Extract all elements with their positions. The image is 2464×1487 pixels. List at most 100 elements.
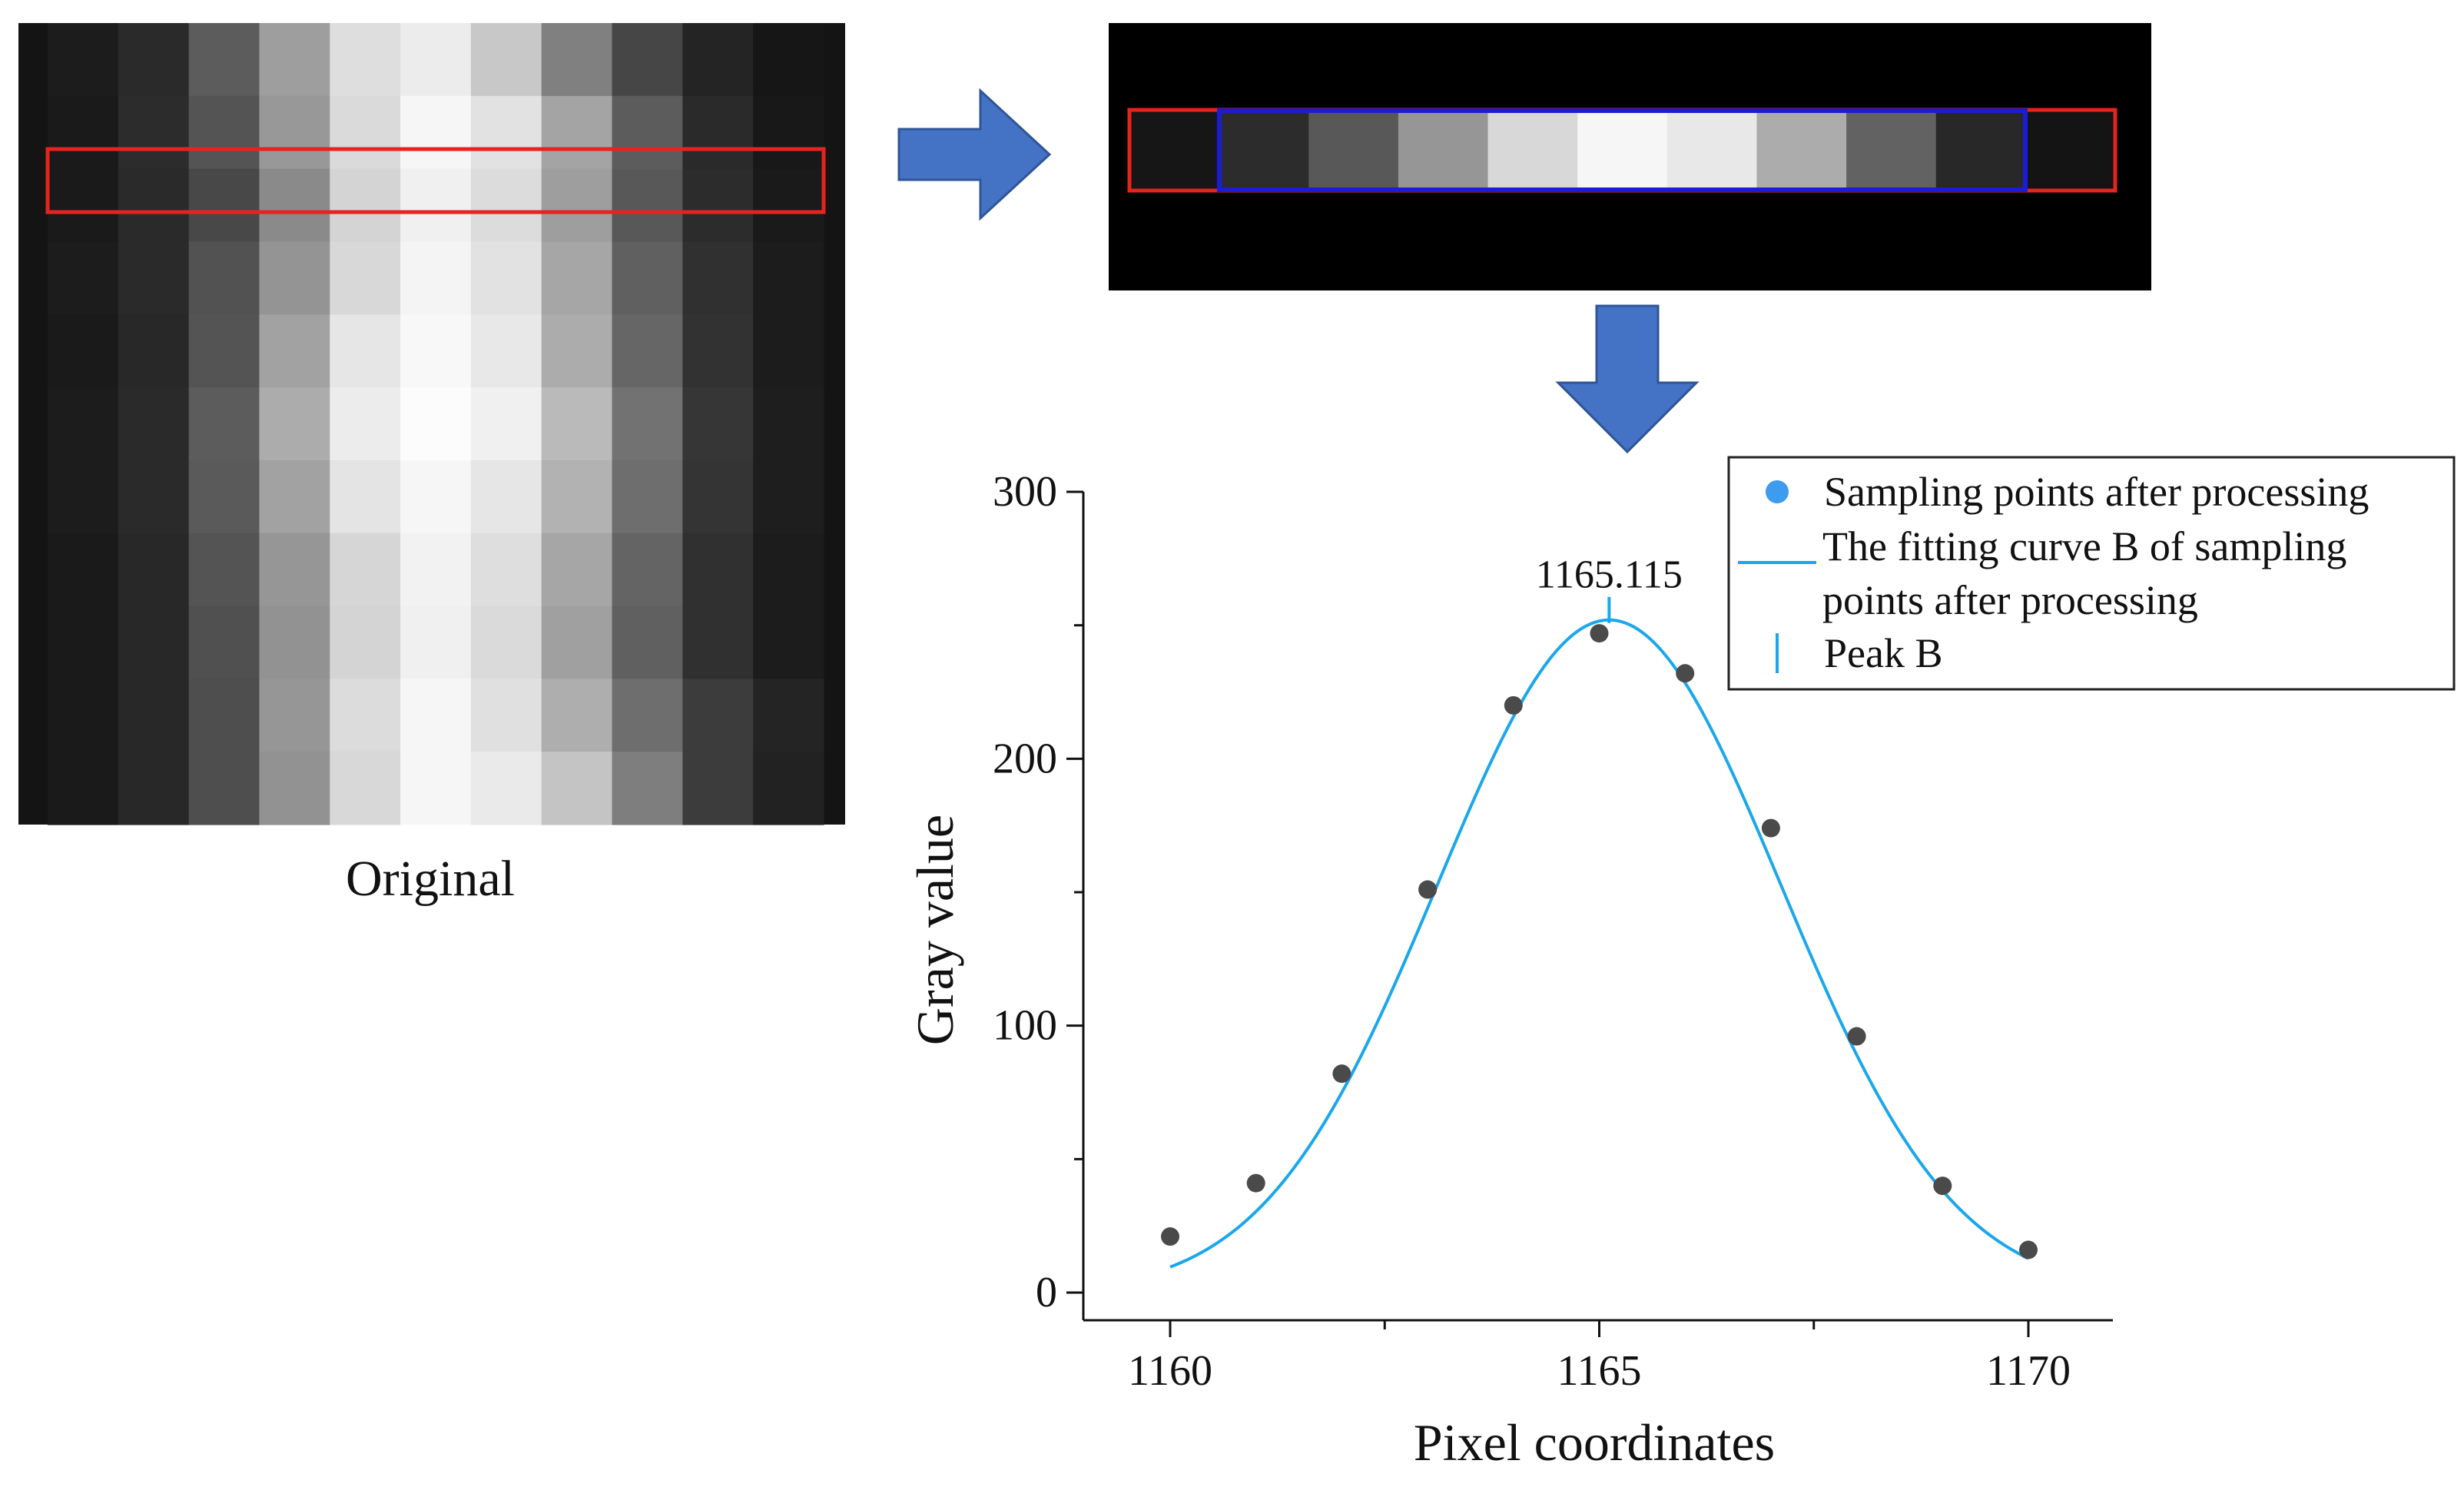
sampling-points xyxy=(1161,624,2038,1260)
original-pixel xyxy=(612,241,683,315)
strip-processed-region-outline xyxy=(1217,108,2028,192)
original-pixel xyxy=(48,314,119,388)
original-pixel xyxy=(400,533,472,607)
original-pixel xyxy=(188,752,260,825)
original-pixel xyxy=(470,314,542,388)
x-tick-label: 1165 xyxy=(1557,1347,1642,1395)
original-pixel xyxy=(400,168,472,243)
original-pixel xyxy=(330,168,401,243)
original-pixel xyxy=(470,95,542,170)
original-pixel xyxy=(188,387,260,461)
original-pixel xyxy=(118,679,190,752)
original-pixel xyxy=(541,533,613,607)
original-pixel xyxy=(118,23,190,97)
original-pixel xyxy=(470,460,542,534)
original-pixel xyxy=(188,679,260,752)
original-pixel xyxy=(48,95,119,170)
original-pixel xyxy=(753,387,824,461)
sampling-point xyxy=(1332,1064,1351,1084)
original-pixel xyxy=(682,387,754,461)
original-pixel xyxy=(48,752,119,825)
original-pixel xyxy=(541,606,613,679)
original-pixel xyxy=(48,679,119,752)
original-pixel xyxy=(118,460,190,534)
strip-pixel xyxy=(1398,111,1489,190)
x-axis-label: Pixel coordinates xyxy=(1414,1413,1775,1472)
legend-entry-peak-b: Peak B xyxy=(1824,630,1943,676)
original-pixel xyxy=(330,241,401,315)
original-pixel xyxy=(541,241,613,315)
original-pixel xyxy=(48,168,119,243)
original-pixel xyxy=(400,95,472,170)
original-pixel xyxy=(541,95,613,170)
original-pixel xyxy=(118,168,190,243)
original-pixel xyxy=(753,241,824,315)
original-pixel xyxy=(541,168,613,243)
original-pixel xyxy=(330,533,401,607)
sampling-point xyxy=(1246,1173,1265,1193)
original-pixel xyxy=(259,95,330,170)
original-pixel xyxy=(470,23,542,97)
original-pixel xyxy=(682,679,754,752)
row-strip-cells xyxy=(1129,111,2116,190)
original-pixel xyxy=(259,168,330,243)
original-pixel xyxy=(259,752,330,825)
original-pixel xyxy=(682,460,754,534)
original-pixel xyxy=(188,241,260,315)
strip-pixel xyxy=(2025,111,2116,190)
original-pixel xyxy=(118,606,190,679)
original-pixel xyxy=(470,533,542,607)
original-pixel xyxy=(188,314,260,388)
strip-pixel xyxy=(1666,111,1758,190)
original-pixel xyxy=(259,679,330,752)
original-pixel xyxy=(118,241,190,315)
original-pixel xyxy=(541,387,613,461)
original-pixel xyxy=(753,23,824,97)
original-pixel xyxy=(612,314,683,388)
x-tick-label: 1160 xyxy=(1128,1347,1212,1395)
original-pixel xyxy=(259,387,330,461)
original-pixel xyxy=(330,679,401,752)
original-pixel xyxy=(330,752,401,825)
original-pixel xyxy=(118,314,190,388)
peak-b-label: 1165.115 xyxy=(1536,553,1683,597)
original-pixel xyxy=(188,533,260,607)
original-pixel xyxy=(400,606,472,679)
original-pixel xyxy=(400,241,472,315)
original-pixel xyxy=(400,314,472,388)
y-tick-label: 200 xyxy=(993,735,1057,782)
original-pixel xyxy=(612,752,683,825)
original-pixel xyxy=(48,241,119,315)
gray-profile-chart: 0 100 200 300 1160 1165 1170 1165.115 Pixel c… xyxy=(906,456,2456,1472)
original-pixel xyxy=(188,168,260,243)
original-pixel xyxy=(682,533,754,607)
y-tick-label: 0 xyxy=(1036,1269,1057,1316)
original-pixel xyxy=(470,241,542,315)
strip-pixel xyxy=(1308,111,1399,190)
original-pixel xyxy=(188,460,260,534)
strip-pixel xyxy=(1756,111,1847,190)
original-pixel xyxy=(118,752,190,825)
original-pixel xyxy=(541,23,613,97)
original-image-label: Original xyxy=(346,851,515,907)
original-pixel xyxy=(330,23,401,97)
y-axis-ticks: 0 100 200 300 xyxy=(993,468,1083,1316)
sampling-point xyxy=(1504,695,1523,715)
x-axis-ticks: 1160 1165 1170 xyxy=(1128,1320,2071,1395)
original-pixel xyxy=(612,95,683,170)
legend-entry-fitting-curve: The fitting curve B of sampling points a… xyxy=(1822,523,2347,623)
original-pixel xyxy=(400,752,472,825)
original-pixel xyxy=(259,23,330,97)
strip-pixel xyxy=(1487,111,1578,190)
sampling-point xyxy=(1761,818,1780,838)
strip-pixel xyxy=(1846,111,1937,190)
original-pixel xyxy=(259,241,330,315)
right-arrow-icon xyxy=(897,88,1052,221)
original-pixel xyxy=(400,387,472,461)
original-pixel xyxy=(612,533,683,607)
original-pixel xyxy=(470,168,542,243)
legend-entry-sampling-points: Sampling points after processing xyxy=(1824,469,2369,515)
legend-frame xyxy=(1727,456,2456,691)
original-pixel xyxy=(48,460,119,534)
